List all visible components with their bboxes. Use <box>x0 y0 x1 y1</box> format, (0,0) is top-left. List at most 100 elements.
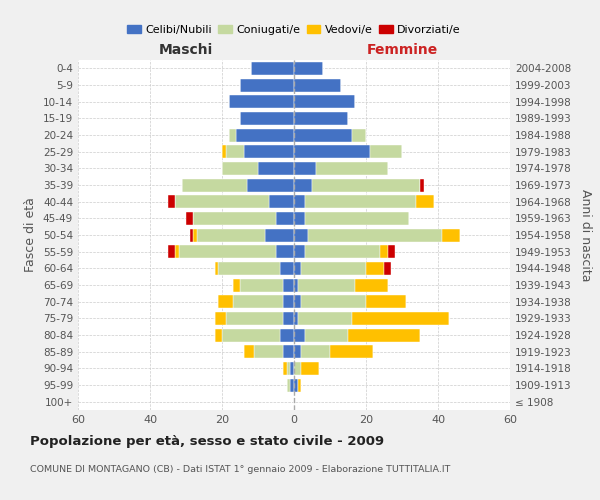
Bar <box>240 112 294 125</box>
Bar <box>380 245 388 258</box>
Bar <box>215 312 226 325</box>
Bar <box>175 195 269 208</box>
Bar <box>308 228 442 241</box>
Bar <box>182 178 247 192</box>
Text: Femmine: Femmine <box>367 42 437 56</box>
Bar <box>236 128 294 141</box>
Bar <box>294 195 305 208</box>
Bar <box>294 145 370 158</box>
Bar <box>283 295 294 308</box>
Bar <box>294 328 305 342</box>
Bar <box>294 228 308 241</box>
Bar <box>298 378 301 392</box>
Text: Popolazione per età, sesso e stato civile - 2009: Popolazione per età, sesso e stato civil… <box>30 435 384 448</box>
Bar <box>247 178 294 192</box>
Bar <box>366 262 384 275</box>
Bar <box>312 178 420 192</box>
Bar <box>287 362 290 375</box>
Bar <box>175 245 179 258</box>
Bar <box>294 162 316 175</box>
Y-axis label: Fasce di età: Fasce di età <box>25 198 37 272</box>
Bar <box>265 228 294 241</box>
Bar <box>244 145 294 158</box>
Bar <box>420 178 424 192</box>
Bar <box>193 228 197 241</box>
Bar <box>229 95 294 108</box>
Bar <box>168 245 175 258</box>
Bar <box>305 212 409 225</box>
Bar <box>186 212 193 225</box>
Bar <box>283 345 294 358</box>
Bar <box>294 245 305 258</box>
Bar <box>301 262 366 275</box>
Bar <box>294 278 298 291</box>
Bar <box>254 345 283 358</box>
Bar <box>215 262 218 275</box>
Bar <box>222 145 226 158</box>
Legend: Celibi/Nubili, Coniugati/e, Vedovi/e, Divorziati/e: Celibi/Nubili, Coniugati/e, Vedovi/e, Di… <box>123 20 465 39</box>
Bar <box>233 295 283 308</box>
Bar <box>301 345 330 358</box>
Bar <box>215 328 222 342</box>
Bar <box>301 362 319 375</box>
Bar <box>294 78 341 92</box>
Bar <box>229 128 236 141</box>
Bar <box>384 262 391 275</box>
Bar <box>222 328 280 342</box>
Bar <box>179 245 276 258</box>
Bar <box>290 362 294 375</box>
Bar <box>218 295 233 308</box>
Bar <box>190 228 193 241</box>
Bar <box>269 195 294 208</box>
Bar <box>168 195 175 208</box>
Bar <box>370 145 402 158</box>
Bar <box>294 62 323 75</box>
Bar <box>294 312 298 325</box>
Bar <box>348 328 420 342</box>
Bar <box>244 345 254 358</box>
Bar <box>258 162 294 175</box>
Bar <box>305 245 380 258</box>
Bar <box>218 262 280 275</box>
Bar <box>233 278 240 291</box>
Bar <box>240 78 294 92</box>
Bar <box>294 295 301 308</box>
Bar <box>416 195 434 208</box>
Bar <box>298 278 355 291</box>
Bar <box>251 62 294 75</box>
Bar <box>226 312 283 325</box>
Bar <box>316 162 388 175</box>
Bar <box>294 178 312 192</box>
Bar <box>290 378 294 392</box>
Bar <box>294 378 298 392</box>
Bar <box>276 245 294 258</box>
Bar <box>388 245 395 258</box>
Bar <box>283 278 294 291</box>
Bar <box>330 345 373 358</box>
Bar <box>305 328 348 342</box>
Bar <box>294 128 352 141</box>
Bar <box>366 295 406 308</box>
Bar <box>294 212 305 225</box>
Bar <box>294 95 355 108</box>
Bar <box>193 212 276 225</box>
Bar <box>294 112 348 125</box>
Bar <box>283 362 287 375</box>
Bar <box>283 312 294 325</box>
Bar <box>280 328 294 342</box>
Bar <box>280 262 294 275</box>
Bar <box>197 228 265 241</box>
Bar <box>287 378 290 392</box>
Bar <box>240 278 283 291</box>
Y-axis label: Anni di nascita: Anni di nascita <box>580 188 592 281</box>
Bar <box>301 295 366 308</box>
Bar <box>294 362 301 375</box>
Bar <box>305 195 416 208</box>
Text: Maschi: Maschi <box>159 42 213 56</box>
Bar <box>226 145 244 158</box>
Bar <box>222 162 258 175</box>
Bar <box>294 262 301 275</box>
Bar <box>352 128 366 141</box>
Bar <box>276 212 294 225</box>
Bar <box>442 228 460 241</box>
